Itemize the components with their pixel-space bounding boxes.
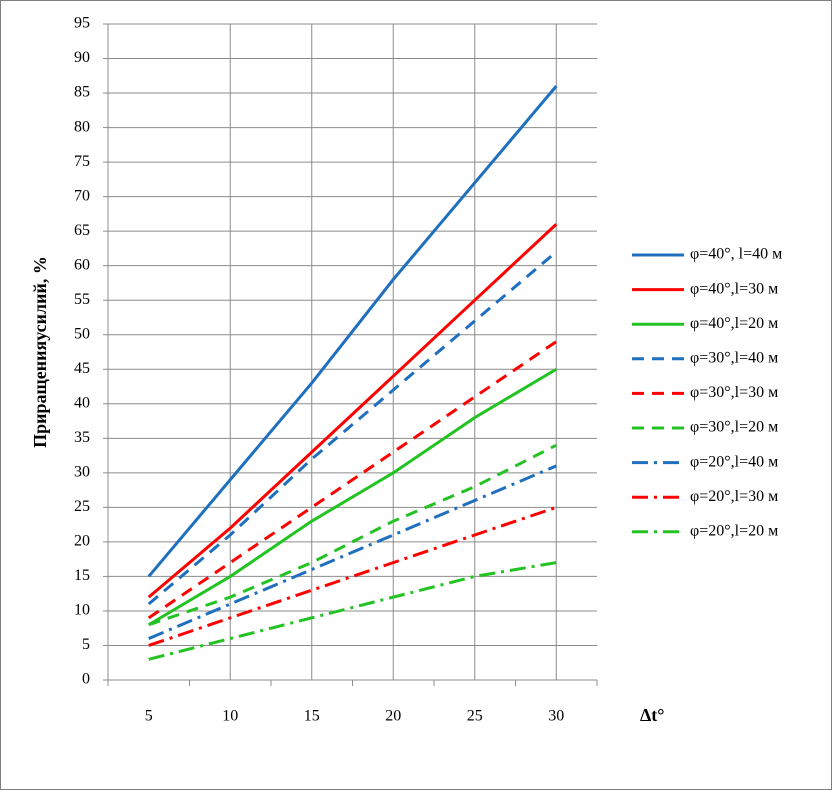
line-series xyxy=(147,367,558,627)
y-tick-label: 35 xyxy=(74,429,90,446)
legend-label: φ=20°,l=20 м xyxy=(690,522,778,539)
y-tick-label: 10 xyxy=(74,602,90,619)
y-tick-label: 90 xyxy=(74,49,90,66)
line-series xyxy=(147,340,558,620)
legend-label: φ=30°,l=40 м xyxy=(690,349,778,366)
x-axis-label: Δt° xyxy=(640,705,664,725)
y-tick-label: 60 xyxy=(74,256,90,273)
y-tick-label: 0 xyxy=(82,671,90,688)
y-tick-label: 65 xyxy=(74,222,90,239)
legend-label: φ=20°,l=30 м xyxy=(690,488,778,505)
legend-label: φ=20°,l=40 м xyxy=(690,453,778,470)
y-axis-label: Приращенияусилий, % xyxy=(30,256,50,448)
y-tick-label: 45 xyxy=(74,360,90,377)
y-tick-label: 25 xyxy=(74,498,90,515)
legend-label: φ=40°,l=30 м xyxy=(690,280,778,297)
x-tick-label: 15 xyxy=(304,708,320,725)
x-tick-label: 5 xyxy=(145,708,153,725)
line-series xyxy=(148,464,557,640)
x-tick-label: 25 xyxy=(467,708,483,725)
y-tick-label: 80 xyxy=(74,118,90,135)
y-tick-label: 15 xyxy=(74,567,90,584)
y-tick-label: 95 xyxy=(74,15,90,32)
y-tick-label: 20 xyxy=(74,533,90,550)
legend-label: φ=40°, l=40 м xyxy=(690,246,782,263)
line-series xyxy=(148,443,557,627)
x-tick-label: 10 xyxy=(222,708,238,725)
y-tick-label: 70 xyxy=(74,187,90,204)
legend-label: φ=30°,l=20 м xyxy=(690,419,778,436)
y-tick-label: 40 xyxy=(74,394,90,411)
line-series xyxy=(147,250,558,606)
legend-label: φ=30°,l=30 м xyxy=(690,384,778,401)
y-tick-label: 50 xyxy=(74,325,90,342)
x-tick-label: 30 xyxy=(548,708,564,725)
y-tick-label: 5 xyxy=(82,636,90,653)
x-tick-label: 20 xyxy=(385,708,401,725)
line-series xyxy=(148,561,557,661)
line-series xyxy=(147,223,558,599)
y-tick-label: 75 xyxy=(74,153,90,170)
y-tick-label: 30 xyxy=(74,464,90,481)
y-tick-label: 85 xyxy=(74,84,90,101)
line-series xyxy=(148,505,557,647)
y-tick-label: 55 xyxy=(74,291,90,308)
legend-label: φ=40°,l=20 м xyxy=(690,315,778,332)
line-series xyxy=(147,85,558,578)
